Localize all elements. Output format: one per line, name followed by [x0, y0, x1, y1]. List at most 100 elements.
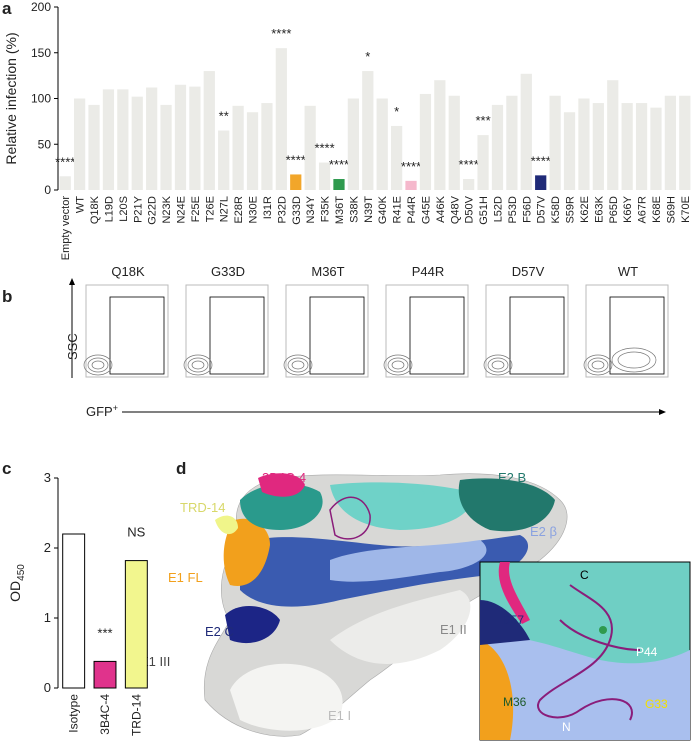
flow-title: WT [618, 264, 638, 279]
panel-label: a [2, 0, 12, 18]
y-tick-label: 0 [44, 183, 51, 197]
flow-contour [587, 357, 609, 373]
inset-label: M36 [503, 695, 527, 709]
x-tick-label: Empty vector [60, 196, 72, 261]
flow-contour [591, 360, 605, 370]
significance-label: **** [329, 157, 349, 172]
y-tick-label: 150 [31, 46, 51, 60]
flow-plot-frame [185, 284, 269, 378]
structure-label: E2 C [205, 624, 234, 639]
flow-contour [287, 357, 309, 373]
significance-label: ** [219, 109, 229, 124]
flow-gate [309, 296, 365, 375]
x-tick-label: F35K [320, 195, 332, 222]
bar [520, 73, 532, 190]
flow-plot-frame [285, 284, 369, 378]
bar [491, 104, 504, 190]
y-tick-label: 3 [44, 470, 51, 485]
y-tick-label: 0 [44, 680, 51, 695]
bar [563, 112, 576, 190]
significance-label: NS [127, 525, 145, 540]
structure-label: E2 B [498, 470, 526, 485]
x-tick-label: M36T [334, 196, 346, 224]
flow-ylabel: SSC [65, 333, 80, 360]
x-tick-label: G33D [291, 196, 303, 225]
bar [578, 98, 590, 190]
bar [419, 93, 432, 190]
bar [275, 48, 287, 190]
bar [146, 87, 158, 190]
x-tick-label: A46K [435, 195, 447, 223]
flow-contour [583, 354, 613, 376]
flow-title: G33D [211, 264, 245, 279]
x-tick-label: N39T [363, 196, 375, 223]
bar [390, 125, 403, 190]
x-tick-label: L52D [492, 196, 504, 222]
flow-gate [109, 296, 165, 375]
x-tick-label: TRD-14 [129, 694, 143, 736]
x-tick-label: D50V [464, 195, 476, 223]
significance-label: **** [271, 26, 291, 41]
flow-xlabel-sup: + [113, 403, 118, 413]
x-tick-label: K58D [550, 196, 562, 224]
inset-label: N [562, 720, 571, 734]
bar [174, 84, 187, 190]
bar [73, 98, 86, 190]
bar [607, 80, 619, 190]
flow-plot-frame [485, 284, 569, 378]
bar [246, 112, 259, 190]
structure-label: E1 FL [168, 570, 203, 585]
significance-label: **** [55, 154, 75, 169]
bar [62, 533, 86, 689]
flow-contour [617, 351, 651, 369]
y-tick-label: 200 [31, 0, 51, 14]
significance-label: * [365, 49, 370, 64]
bar [59, 176, 71, 190]
x-tick-label: P32D [276, 196, 288, 224]
structure-label: E2 β [530, 524, 557, 539]
bar [102, 89, 115, 190]
bar [592, 103, 604, 190]
flow-contour [191, 360, 205, 370]
bar [131, 96, 143, 190]
x-tick-label: T26E [204, 196, 216, 222]
flow-contour [483, 354, 513, 376]
flow-gate [509, 296, 565, 375]
flow-contour [487, 357, 509, 373]
x-tick-label: N30E [248, 196, 260, 224]
bar [405, 180, 417, 190]
y-axis-label-sub: 450 [16, 564, 27, 581]
bar [621, 103, 633, 190]
y-tick-label: 100 [31, 92, 51, 106]
bar [434, 80, 446, 190]
structure-label: 3B4C-4 [262, 470, 306, 485]
x-tick-label: L20S [118, 196, 130, 222]
bar [261, 103, 273, 190]
y-axis-label-text: Relative infection (%) [3, 32, 19, 164]
x-tick-label: F56D [521, 196, 533, 223]
bar [347, 98, 360, 190]
bar [290, 174, 302, 190]
bar [189, 86, 201, 190]
flow-plot-frame [385, 284, 469, 378]
flow-contour [387, 357, 409, 373]
bar [218, 130, 230, 190]
flow-title: P44R [412, 264, 445, 279]
x-tick-label: K70E [680, 196, 692, 223]
structure-render [203, 473, 691, 741]
x-tick-label: P53D [507, 196, 519, 224]
bar [304, 105, 316, 190]
significance-label: **** [401, 159, 421, 174]
bar [635, 103, 648, 190]
flow-gate [409, 296, 465, 375]
bar [664, 95, 677, 190]
bar [650, 107, 662, 190]
x-tick-label: K62E [579, 196, 591, 223]
flow-contour [187, 357, 209, 373]
x-tick-label: K68E [651, 196, 663, 223]
bar [88, 104, 100, 190]
x-tick-label: I31R [262, 196, 274, 219]
flow-contour [91, 360, 105, 370]
flow-gate [209, 296, 265, 375]
